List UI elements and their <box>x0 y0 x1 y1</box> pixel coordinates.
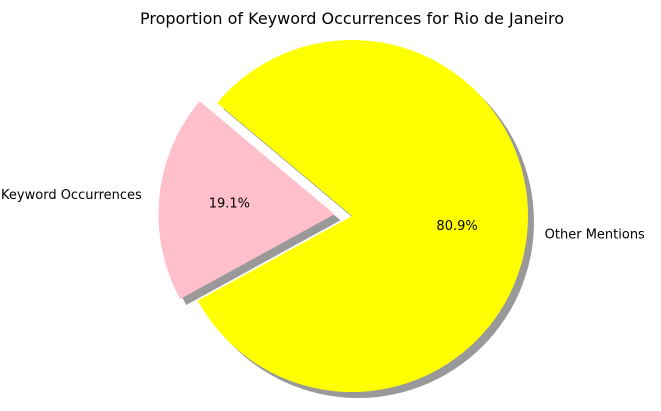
slice-percent-other-mentions: 80.9% <box>436 219 477 234</box>
slice-percent-keyword-occurrences: 19.1% <box>209 196 250 211</box>
slice-label-keyword-occurrences: Keyword Occurrences <box>1 188 142 203</box>
pie-slice-other-mentions <box>197 40 528 393</box>
slice-label-other-mentions: Other Mentions <box>545 227 645 242</box>
label-layer: Keyword Occurrences 19.1% Other Mentions 80… <box>1 188 645 243</box>
slice-layer <box>158 40 528 393</box>
pie-slice-keyword-occurrences <box>158 101 335 299</box>
chart-title: Proportion of Keyword Occurrences for Ri… <box>140 9 564 28</box>
